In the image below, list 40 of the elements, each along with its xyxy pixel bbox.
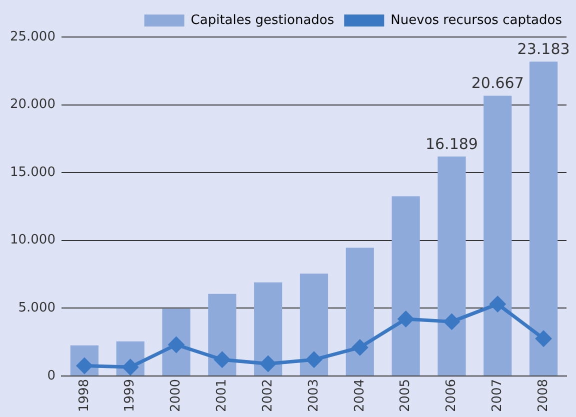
bar — [346, 248, 374, 376]
x-tick-label: 2005 — [398, 378, 414, 412]
point — [490, 296, 506, 312]
y-tick-label: 5.000 — [18, 300, 56, 316]
point — [444, 314, 460, 330]
point — [168, 336, 184, 352]
data-label: 16.189 — [425, 134, 478, 153]
x-tick-label: 2000 — [168, 378, 184, 412]
y-tick-label: 10.000 — [10, 232, 56, 248]
point — [398, 311, 414, 327]
x-tick-label: 2008 — [536, 378, 551, 412]
x-tick-label: 2007 — [490, 378, 506, 412]
bar — [438, 156, 466, 376]
bar — [529, 62, 558, 376]
point — [214, 352, 230, 368]
x-tick-label: 1998 — [76, 378, 92, 412]
data-label: 20.667 — [471, 74, 524, 92]
x-tick-label: 1999 — [122, 378, 138, 412]
x-tick-label: 2004 — [352, 378, 368, 412]
y-tick-label: 0 — [47, 368, 56, 384]
point — [122, 359, 138, 375]
legend-label: Nuevos recursos captados — [390, 12, 562, 28]
bar — [254, 282, 282, 376]
x-tick-label: 2006 — [444, 378, 460, 412]
x-tick-label: 2003 — [306, 378, 322, 412]
y-tick-label: 25.000 — [10, 29, 56, 44]
point — [352, 340, 368, 356]
legend-label: Capitales gestionados — [190, 12, 334, 28]
bar — [208, 294, 236, 376]
bar — [484, 96, 512, 376]
point — [536, 330, 552, 346]
point — [260, 356, 276, 372]
y-tick-label: 15.000 — [10, 164, 56, 180]
x-tick-label: 2002 — [260, 378, 276, 412]
y-tick-label: 20.000 — [10, 97, 56, 112]
bar — [300, 274, 328, 376]
bar — [392, 196, 420, 376]
data-label: 23.183 — [517, 40, 570, 58]
x-tick-label: 2001 — [214, 378, 230, 412]
point — [306, 352, 322, 368]
